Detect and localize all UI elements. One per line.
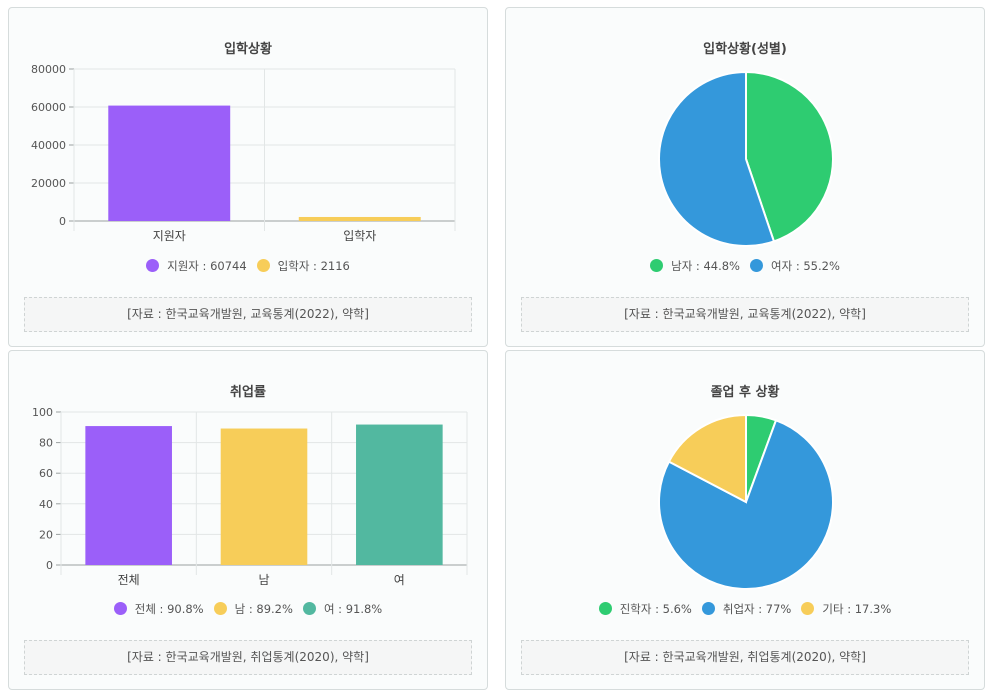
chart-legend: 지원자 : 60744 입학자 : 2116 <box>9 258 487 274</box>
x-tick-label: 지원자 <box>153 229 186 243</box>
legend-label: 기타 : 17.3% <box>822 602 892 616</box>
x-tick-label: 전체 <box>118 573 140 587</box>
y-tick-label: 80000 <box>31 63 66 76</box>
bar-chart-admission: 0 20000 40000 60000 80000 지원자 입학자 <box>31 63 456 243</box>
x-tick-label: 입학자 <box>343 229 376 243</box>
y-tick-label: 80 <box>39 437 53 450</box>
legend-item[interactable]: 취업자 : 77% <box>701 601 792 617</box>
bar[interactable] <box>298 216 421 221</box>
bar[interactable] <box>85 426 172 565</box>
legend-dot <box>113 602 127 615</box>
bar-chart-employment-rate: 0 20 40 60 80 100 전체 남 여 <box>32 406 468 587</box>
pie-slice[interactable] <box>667 413 747 504</box>
y-tick-label: 60000 <box>31 101 66 114</box>
chart-card-admission-gender: 입학상황(성별) 남자 : 44.8% 여자 : 55.2% [자료 : 한국교육… <box>505 7 985 347</box>
legend-item[interactable]: 입학자 : 2116 <box>256 258 350 274</box>
chart-title: 입학상황(성별) <box>703 42 787 57</box>
chart-card-admission: 입학상황 0 20000 40000 60000 80000 지원자 입학자 지원자 : 6… <box>8 7 488 347</box>
pie-slice[interactable] <box>658 70 776 247</box>
chart-title: 졸업 후 상황 <box>710 385 780 400</box>
legend-label: 지원자 : 60744 <box>167 259 247 273</box>
legend-dot <box>146 259 160 272</box>
pie-chart-after-graduation <box>658 413 834 590</box>
bar[interactable] <box>220 428 308 565</box>
legend-dot <box>256 259 270 272</box>
y-tick-label: 100 <box>32 406 53 419</box>
pie-slice[interactable] <box>658 419 834 590</box>
legend-label: 남자 : 44.8% <box>671 259 740 273</box>
legend-item[interactable]: 여 : 91.8% <box>302 601 383 617</box>
y-tick-label: 0 <box>59 215 66 228</box>
chart-legend: 남자 : 44.8% 여자 : 55.2% <box>506 258 984 274</box>
legend-item[interactable]: 여자 : 55.2% <box>750 258 840 274</box>
legend-item[interactable]: 남자 : 44.8% <box>650 258 740 274</box>
chart-card-after-graduation: 졸업 후 상황 진학자 : 5.6% 취업자 : 77% 기타 : 17.3% [자… <box>505 350 985 690</box>
legend-item[interactable]: 전체 : 90.8% <box>113 601 204 617</box>
legend-item[interactable]: 기타 : 17.3% <box>801 601 891 617</box>
chart-card-employment-rate: 취업률 0 20 40 60 80 100 전체 남 여 전체 : 90.8% 남 : 89.2%… <box>8 350 488 690</box>
x-tick-label: 남 <box>258 573 269 587</box>
legend-dot <box>302 602 316 615</box>
legend-dot <box>701 602 715 615</box>
x-tick-label: 여 <box>394 573 405 587</box>
legend-dot <box>650 259 664 272</box>
legend-label: 진학자 : 5.6% <box>619 602 692 616</box>
source-note: [자료 : 한국교육개발원, 교육통계(2022), 약학] <box>521 297 969 332</box>
chart-legend: 전체 : 90.8% 남 : 89.2% 여 : 91.8% <box>9 601 487 617</box>
pie-slice[interactable] <box>745 70 834 243</box>
source-note: [자료 : 한국교육개발원, 취업통계(2020), 약학] <box>24 640 472 675</box>
legend-dot <box>750 259 763 272</box>
legend-label: 취업자 : 77% <box>722 602 792 616</box>
chart-title: 취업률 <box>230 385 266 400</box>
legend-dot <box>598 602 612 615</box>
y-tick-label: 60 <box>39 467 53 480</box>
chart-legend: 진학자 : 5.6% 취업자 : 77% 기타 : 17.3% <box>506 601 984 617</box>
y-tick-label: 40 <box>39 498 53 511</box>
bar[interactable] <box>356 424 443 565</box>
legend-label: 여자 : 55.2% <box>771 259 840 273</box>
legend-item[interactable]: 남 : 89.2% <box>213 601 293 617</box>
pie-chart-admission-gender <box>658 70 834 247</box>
legend-label: 남 : 89.2% <box>234 602 293 616</box>
y-tick-label: 20 <box>39 528 53 541</box>
legend-dot <box>801 602 815 615</box>
legend-dot <box>213 602 227 615</box>
legend-label: 전체 : 90.8% <box>134 602 204 616</box>
legend-label: 입학자 : 2116 <box>277 259 350 273</box>
y-tick-label: 40000 <box>31 139 66 152</box>
legend-item[interactable]: 진학자 : 5.6% <box>598 601 692 617</box>
chart-title: 입학상황 <box>224 42 272 57</box>
source-note: [자료 : 한국교육개발원, 교육통계(2022), 약학] <box>24 297 472 332</box>
source-note: [자료 : 한국교육개발원, 취업통계(2020), 약학] <box>521 640 969 675</box>
bar[interactable] <box>108 105 231 221</box>
y-tick-label: 0 <box>46 559 53 572</box>
legend-label: 여 : 91.8% <box>323 602 383 616</box>
y-tick-label: 20000 <box>31 177 66 190</box>
legend-item[interactable]: 지원자 : 60744 <box>146 258 247 274</box>
